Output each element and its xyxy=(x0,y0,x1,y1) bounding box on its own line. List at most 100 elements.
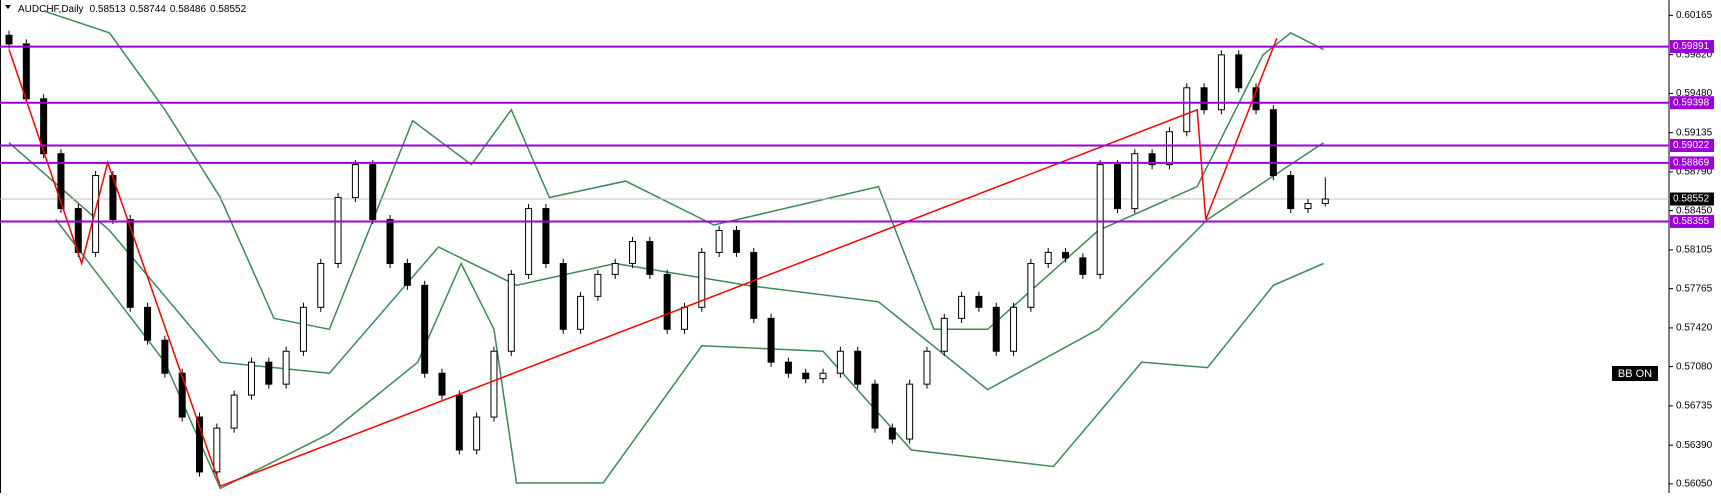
candle-body xyxy=(1113,164,1121,210)
candle-body xyxy=(871,383,879,429)
candle-body xyxy=(1148,153,1156,166)
candle-body xyxy=(1287,175,1295,210)
candle-body xyxy=(299,306,307,352)
y-tick-label: 0.59480 xyxy=(1676,88,1713,99)
candle-body xyxy=(836,350,844,374)
level-label: 0.58869 xyxy=(1673,158,1710,169)
candle-body xyxy=(629,240,637,264)
candle-body xyxy=(1079,257,1087,275)
candle-body xyxy=(784,361,792,374)
candle-body xyxy=(144,306,152,341)
y-tick-label: 0.56050 xyxy=(1676,479,1713,490)
header-open: 0.58513 xyxy=(90,4,127,15)
y-tick-label: 0.57080 xyxy=(1676,361,1713,372)
candle-body xyxy=(126,219,134,308)
candle-body xyxy=(732,229,740,253)
candle-body xyxy=(923,350,931,385)
level-label-box xyxy=(1670,139,1714,153)
level-label: 0.58355 xyxy=(1673,216,1710,227)
y-tick-label: 0.57420 xyxy=(1676,323,1713,334)
candle-body xyxy=(1165,131,1173,166)
y-tick-label: 0.59135 xyxy=(1676,127,1713,138)
candle-body xyxy=(421,284,429,374)
candle-body xyxy=(351,164,359,199)
current-price-box xyxy=(1670,192,1714,206)
candle-body xyxy=(438,372,446,396)
candle-body xyxy=(750,251,758,319)
y-tick-label: 0.58790 xyxy=(1676,167,1713,178)
level-label-box xyxy=(1670,96,1714,110)
level-label: 0.59398 xyxy=(1673,97,1710,108)
candle-body xyxy=(940,317,948,352)
bollinger-band xyxy=(55,219,1324,490)
candle-body xyxy=(265,361,273,385)
candle-body xyxy=(646,240,654,275)
chart-header: AUDCHF,Daily 0.58513 0.58744 0.58486 0.58552 xyxy=(18,4,247,15)
candle-body xyxy=(386,219,394,264)
menu-triangle[interactable] xyxy=(5,5,11,9)
candle-body xyxy=(663,273,671,330)
candle-body xyxy=(577,295,585,330)
candle-body xyxy=(888,427,896,440)
candle-body xyxy=(1027,262,1035,308)
candle-body xyxy=(559,262,567,330)
level-label-box xyxy=(1670,156,1714,170)
y-tick-label: 0.57765 xyxy=(1676,283,1713,294)
candle-body xyxy=(455,394,463,451)
candle-body xyxy=(542,208,550,264)
candle-body xyxy=(906,383,914,440)
level-label: 0.59022 xyxy=(1673,140,1710,151)
bollinger-band xyxy=(43,10,1324,331)
candle-body xyxy=(1096,164,1104,275)
current-price-label: 0.58552 xyxy=(1673,194,1710,205)
y-tick-label: 0.56735 xyxy=(1676,401,1713,412)
annotation: BB ON xyxy=(1618,368,1652,380)
candle-body xyxy=(1235,54,1243,89)
y-tick-label: 0.59820 xyxy=(1676,49,1713,60)
candle-body xyxy=(403,262,411,286)
candle-body xyxy=(975,295,983,308)
plot-area xyxy=(0,10,1669,490)
y-tick-label: 0.60165 xyxy=(1676,10,1713,21)
candle-body xyxy=(282,350,290,385)
candle-body xyxy=(92,175,100,253)
candle-body xyxy=(611,262,619,275)
candle-body xyxy=(507,273,515,352)
candle-body xyxy=(490,350,498,418)
y-tick-label: 0.58450 xyxy=(1676,205,1713,216)
candle-body xyxy=(992,306,1000,352)
trend-line xyxy=(8,38,1278,488)
candle-body xyxy=(1200,87,1208,111)
candle-body xyxy=(317,262,325,308)
candle-body xyxy=(473,416,481,451)
candle-body xyxy=(1062,251,1070,259)
candle-body xyxy=(680,306,688,330)
candle-body xyxy=(854,350,862,385)
candle-body xyxy=(1217,54,1225,111)
candle-body xyxy=(767,317,775,363)
level-label: 0.59891 xyxy=(1673,41,1710,52)
candle-body xyxy=(161,339,169,374)
y-tick-label: 0.58105 xyxy=(1676,245,1713,256)
candle-body xyxy=(334,197,342,264)
candle-body xyxy=(369,164,377,221)
candle-body xyxy=(230,394,238,429)
candle-body xyxy=(525,208,533,275)
candle-body xyxy=(698,251,706,308)
header-close: 0.58552 xyxy=(210,4,247,15)
candle-body xyxy=(196,416,204,473)
candle-body xyxy=(213,427,221,473)
header-high: 0.58744 xyxy=(130,4,167,15)
candle-body xyxy=(1304,202,1312,210)
candle-body xyxy=(802,372,810,380)
candle-body xyxy=(247,361,255,396)
candle-body xyxy=(1010,306,1018,352)
y-tick-label: 0.56390 xyxy=(1676,440,1713,451)
candle-body xyxy=(1131,153,1139,210)
candle-body xyxy=(1183,87,1191,133)
candle-body xyxy=(57,153,65,210)
annotation-box xyxy=(1612,366,1658,381)
